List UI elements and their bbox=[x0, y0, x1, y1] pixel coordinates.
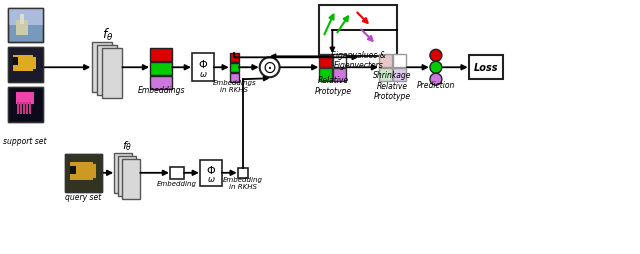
Bar bbox=[16, 93, 34, 105]
Text: Prediction: Prediction bbox=[417, 80, 455, 89]
Bar bbox=[319, 6, 397, 57]
Bar bbox=[8, 8, 43, 26]
Bar bbox=[122, 159, 140, 199]
Text: Eigenvalues &
Eigenvectors: Eigenvalues & Eigenvectors bbox=[331, 50, 386, 70]
Bar bbox=[118, 156, 136, 196]
Bar bbox=[333, 69, 346, 81]
Bar bbox=[150, 62, 172, 75]
Bar bbox=[8, 8, 43, 43]
Text: Embedding: Embedding bbox=[157, 180, 197, 186]
Bar bbox=[8, 88, 43, 122]
Bar bbox=[8, 48, 43, 83]
Bar bbox=[28, 58, 36, 70]
Text: $\omega$: $\omega$ bbox=[198, 69, 207, 78]
Bar bbox=[379, 69, 392, 81]
Bar bbox=[115, 153, 132, 193]
Bar bbox=[65, 154, 102, 192]
Text: Loss: Loss bbox=[474, 63, 498, 73]
Bar bbox=[20, 103, 22, 115]
Bar bbox=[170, 167, 184, 179]
Bar bbox=[65, 154, 102, 192]
Bar bbox=[230, 64, 239, 73]
Text: $\omega$: $\omega$ bbox=[207, 174, 215, 184]
Bar bbox=[379, 55, 392, 68]
Bar bbox=[238, 168, 248, 178]
Text: $f_\theta$: $f_\theta$ bbox=[122, 138, 132, 152]
Text: Embeddings
in RKHS: Embeddings in RKHS bbox=[212, 80, 256, 93]
Text: Relative
Prototype: Relative Prototype bbox=[314, 76, 351, 96]
Bar bbox=[468, 56, 502, 80]
Bar bbox=[319, 69, 332, 81]
Bar bbox=[393, 69, 406, 81]
Bar bbox=[70, 166, 76, 174]
Bar bbox=[8, 88, 43, 122]
Bar bbox=[319, 55, 332, 68]
Bar bbox=[393, 55, 406, 68]
Bar bbox=[230, 54, 239, 63]
Bar bbox=[333, 55, 346, 68]
Text: $\Phi$: $\Phi$ bbox=[206, 163, 216, 175]
Bar bbox=[102, 49, 122, 99]
Bar bbox=[17, 103, 19, 115]
Bar bbox=[8, 8, 43, 43]
Bar bbox=[8, 48, 43, 83]
Circle shape bbox=[260, 58, 280, 78]
Bar bbox=[16, 21, 28, 36]
Bar bbox=[8, 88, 43, 122]
Text: Embeddings: Embeddings bbox=[138, 86, 185, 95]
Bar bbox=[192, 54, 214, 82]
Bar bbox=[23, 103, 25, 115]
Text: $\odot$: $\odot$ bbox=[262, 59, 277, 77]
Circle shape bbox=[430, 62, 442, 74]
Text: $\Phi$: $\Phi$ bbox=[198, 58, 208, 70]
Bar bbox=[92, 43, 113, 93]
Circle shape bbox=[430, 50, 442, 62]
Bar bbox=[8, 48, 43, 83]
Bar bbox=[86, 164, 97, 178]
Text: support set: support set bbox=[3, 137, 47, 146]
Circle shape bbox=[430, 74, 442, 86]
Text: $f_\theta$: $f_\theta$ bbox=[102, 27, 113, 43]
Bar bbox=[150, 49, 172, 61]
Bar bbox=[13, 58, 18, 66]
Bar bbox=[97, 46, 117, 96]
Bar bbox=[26, 103, 28, 115]
Bar bbox=[200, 160, 222, 186]
Bar bbox=[20, 15, 24, 25]
Bar bbox=[70, 162, 93, 180]
Text: Embedding
in RKHS: Embedding in RKHS bbox=[223, 177, 263, 189]
Text: query set: query set bbox=[65, 193, 102, 201]
Text: Shrinkage
Relative
Prototype: Shrinkage Relative Prototype bbox=[373, 71, 412, 101]
Bar bbox=[13, 56, 33, 72]
Bar bbox=[29, 103, 31, 115]
Bar bbox=[230, 74, 239, 83]
Bar bbox=[150, 76, 172, 89]
